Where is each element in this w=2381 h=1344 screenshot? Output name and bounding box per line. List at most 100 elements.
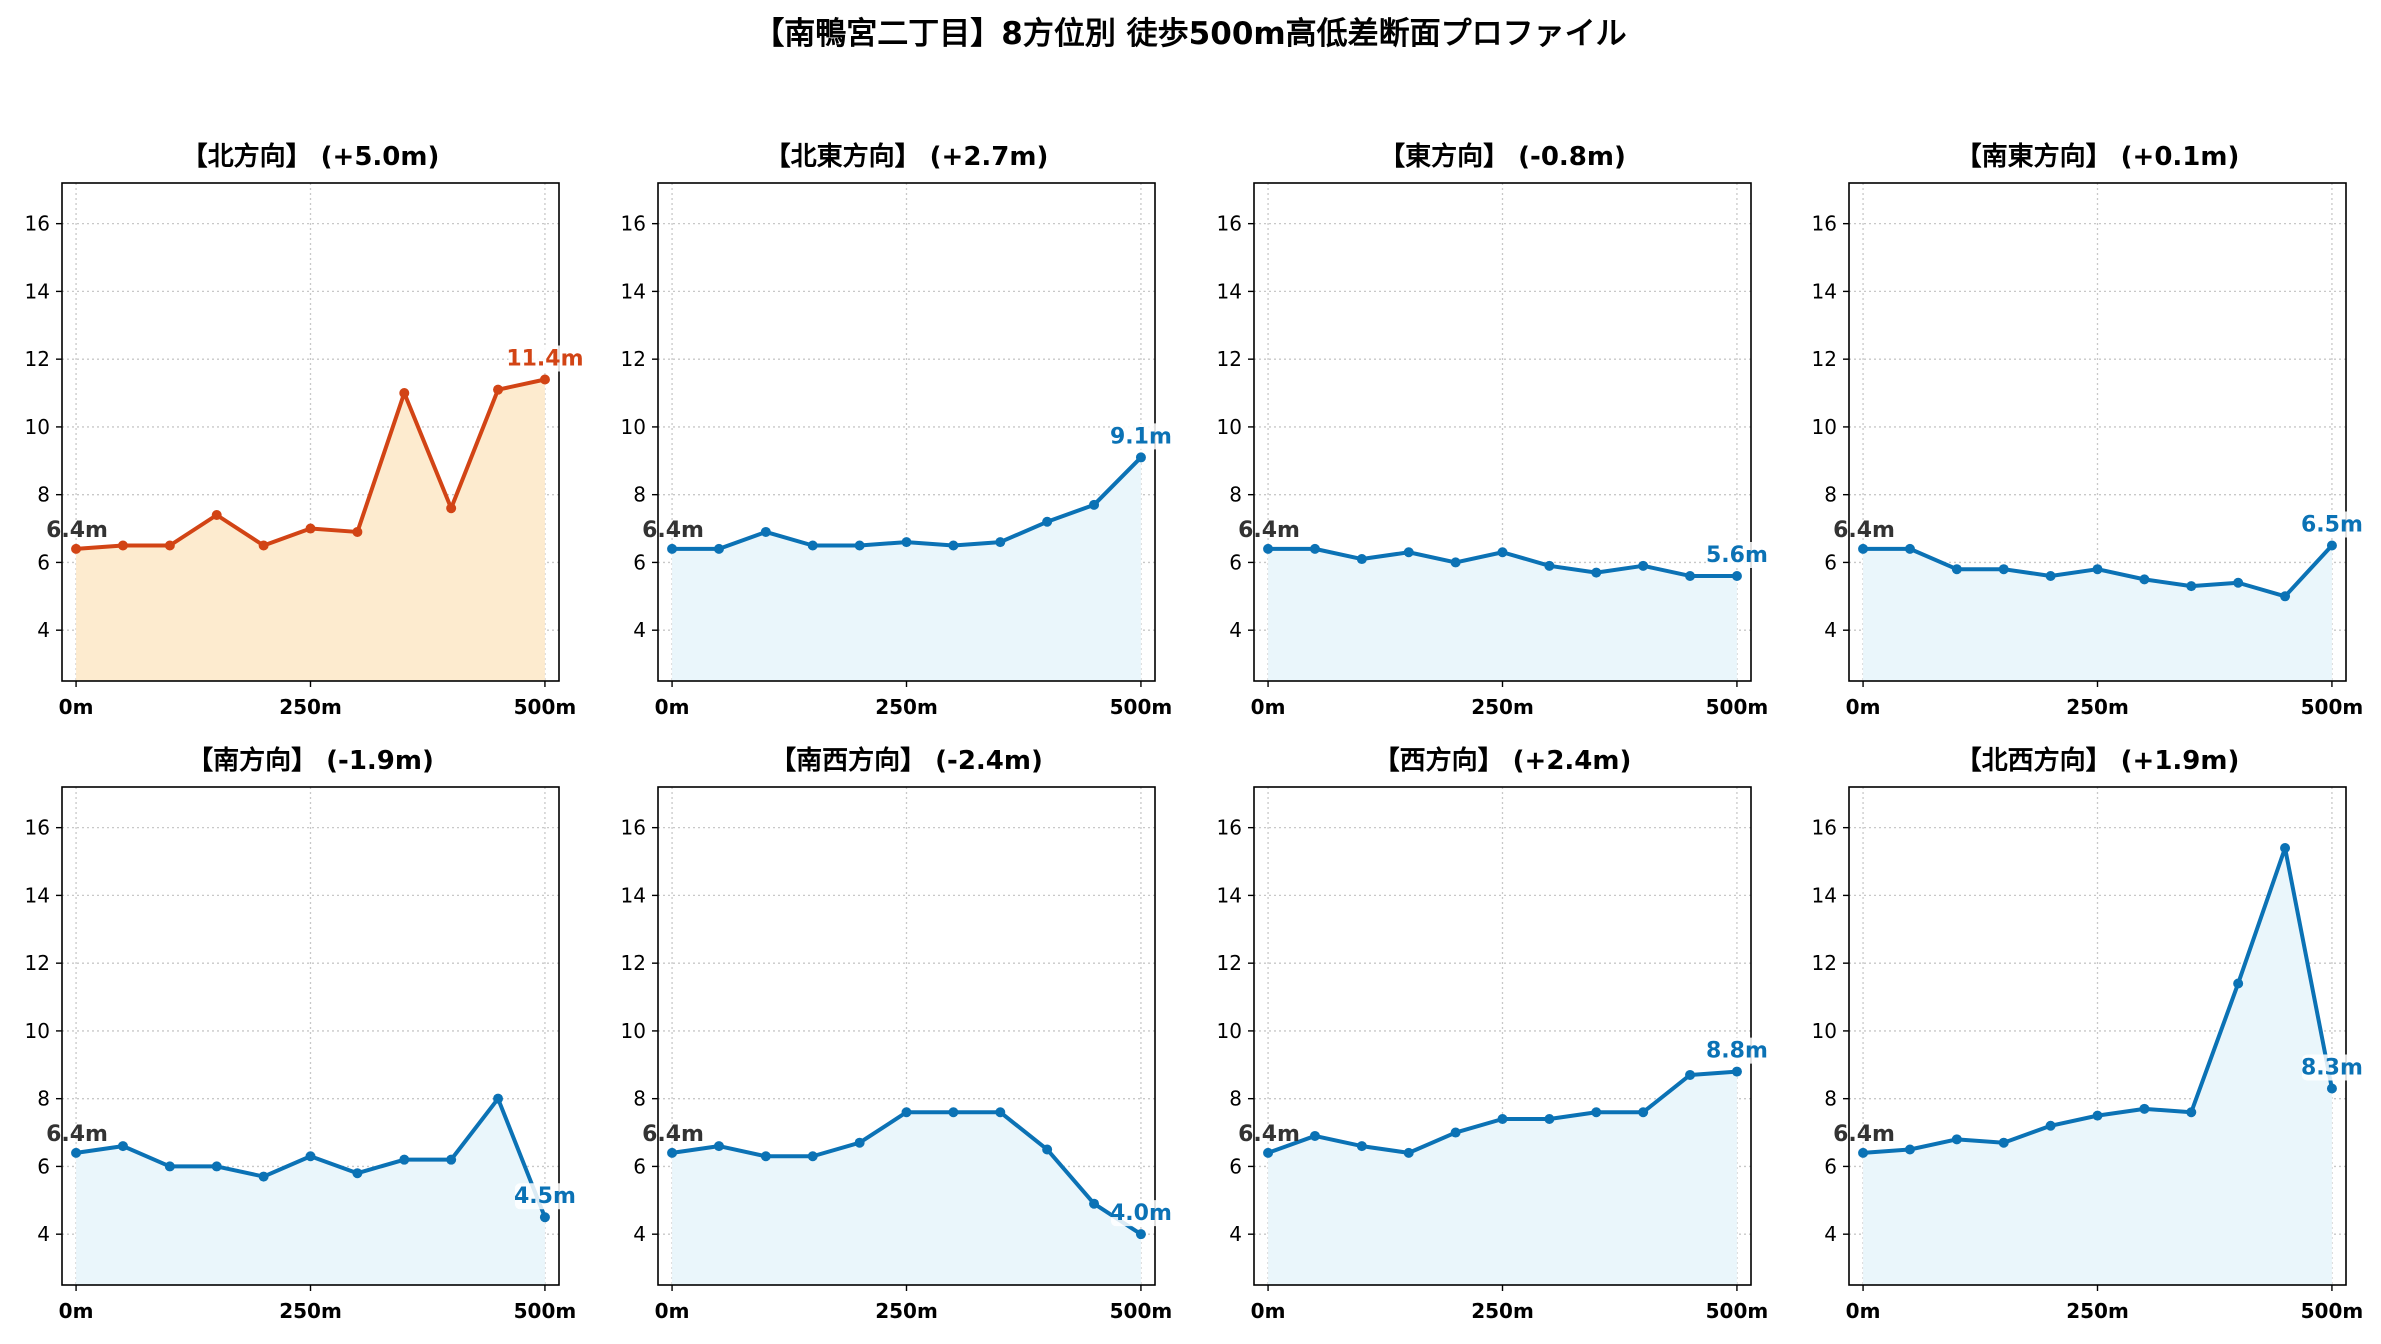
data-point — [117, 1141, 128, 1152]
data-point — [399, 388, 410, 399]
x-tick-label: 0m — [1846, 695, 1881, 719]
data-point — [995, 537, 1006, 548]
x-tick-label: 0m — [1846, 1299, 1881, 1323]
data-point — [1089, 1198, 1100, 1209]
end-label: 11.4m — [506, 346, 583, 371]
y-tick-label: 4 — [1229, 1222, 1242, 1246]
data-point — [211, 510, 222, 520]
data-point — [1042, 516, 1053, 527]
subplot-title: 【東方向】 (-0.8m) — [1379, 141, 1626, 172]
data-point — [211, 1161, 222, 1172]
x-tick-label: 250m — [2066, 695, 2129, 719]
y-tick-label: 10 — [1812, 415, 1837, 439]
data-point — [807, 540, 818, 551]
data-point — [1089, 499, 1100, 510]
y-tick-label: 14 — [621, 279, 646, 303]
data-point — [667, 1147, 678, 1158]
data-point — [713, 1141, 724, 1152]
y-tick-label: 6 — [1824, 1154, 1837, 1178]
data-point — [305, 523, 316, 534]
data-point — [493, 384, 504, 395]
data-point — [305, 1151, 316, 1162]
data-point — [1951, 564, 1962, 575]
x-tick-label: 250m — [1471, 1299, 1534, 1323]
data-point — [1309, 543, 1320, 554]
data-point — [1685, 1069, 1696, 1080]
y-tick-label: 6 — [37, 1154, 50, 1178]
data-point — [854, 1137, 865, 1148]
area-fill — [1268, 548, 1737, 681]
data-point — [1497, 1114, 1508, 1124]
data-point — [948, 1107, 959, 1118]
end-label: 4.0m — [1110, 1201, 1172, 1226]
data-point — [2186, 1107, 2197, 1118]
data-point — [71, 543, 82, 554]
figure-title: 【南鴨宮二丁目】8方位別 徒歩500m高低差断面プロファイル — [753, 16, 1626, 52]
area-fill — [1863, 545, 2332, 681]
data-point — [1309, 1130, 1320, 1141]
data-point — [1685, 570, 1696, 581]
data-point — [2186, 581, 2197, 592]
data-point — [1638, 560, 1649, 571]
data-point — [1858, 1147, 1869, 1158]
x-tick-label: 250m — [875, 1299, 938, 1323]
y-tick-label: 10 — [621, 415, 646, 439]
area-fill — [672, 1112, 1141, 1285]
data-point — [1135, 1229, 1146, 1240]
data-point — [1858, 543, 1869, 554]
x-tick-label: 500m — [1706, 1299, 1769, 1323]
y-tick-label: 8 — [633, 483, 646, 507]
data-point — [1731, 570, 1742, 581]
y-tick-label: 12 — [1217, 347, 1242, 371]
data-point — [854, 540, 865, 551]
data-point — [1904, 543, 1915, 554]
data-point — [1904, 1144, 1915, 1155]
data-point — [71, 1147, 82, 1158]
data-point — [901, 1107, 912, 1118]
data-point — [399, 1154, 410, 1165]
subplot-1: 4 6 8 10 12 14 16 0m 250m 500m 【北方向】 (+5.0m) 6.4m 11… — [25, 141, 584, 719]
y-tick-label: 8 — [1229, 483, 1242, 507]
end-label-bg — [1706, 541, 1767, 568]
y-tick-label: 4 — [37, 1222, 50, 1246]
data-point — [2045, 570, 2056, 581]
x-tick-label: 250m — [1471, 695, 1534, 719]
y-tick-label: 12 — [1217, 951, 1242, 975]
start-label: 6.4m — [642, 1122, 704, 1147]
x-tick-label: 500m — [2301, 1299, 2364, 1323]
y-tick-label: 6 — [1824, 550, 1837, 574]
data-point — [164, 1161, 175, 1172]
y-tick-label: 14 — [1812, 279, 1837, 303]
subplot-8: 4 6 8 10 12 14 16 0m 250m 500m 【北西方向】 (+1.9m) 6.4m 8… — [1812, 745, 2364, 1323]
y-tick-label: 16 — [1812, 816, 1837, 840]
y-tick-label: 16 — [1217, 816, 1242, 840]
y-tick-label: 8 — [1824, 1087, 1837, 1111]
data-point — [1544, 560, 1555, 571]
x-tick-label: 500m — [1110, 695, 1173, 719]
data-point — [2045, 1120, 2056, 1131]
start-label: 6.4m — [642, 518, 704, 543]
y-tick-label: 6 — [37, 550, 50, 574]
y-tick-label: 4 — [1229, 618, 1242, 642]
y-tick-label: 8 — [633, 1087, 646, 1111]
data-point — [1356, 1141, 1367, 1152]
subplot-title: 【南方向】 (-1.9m) — [187, 745, 434, 776]
subplot-7: 4 6 8 10 12 14 16 0m 250m 500m 【西方向】 (+2.4m) 6.4m 8.… — [1217, 745, 1769, 1323]
x-tick-label: 500m — [514, 695, 577, 719]
data-point — [995, 1107, 1006, 1118]
start-label: 6.4m — [1833, 518, 1895, 543]
data-point — [2139, 574, 2150, 585]
y-tick-label: 12 — [25, 347, 50, 371]
x-tick-label: 500m — [1706, 695, 1769, 719]
data-point — [164, 540, 175, 551]
data-point — [713, 543, 724, 554]
data-point — [948, 540, 959, 551]
area-fill — [672, 457, 1141, 681]
data-point — [2280, 842, 2291, 853]
data-point — [258, 1171, 269, 1182]
y-tick-label: 16 — [621, 816, 646, 840]
data-point — [1042, 1144, 1053, 1155]
y-tick-label: 16 — [621, 212, 646, 236]
data-point — [1450, 557, 1461, 568]
data-point — [493, 1093, 504, 1104]
